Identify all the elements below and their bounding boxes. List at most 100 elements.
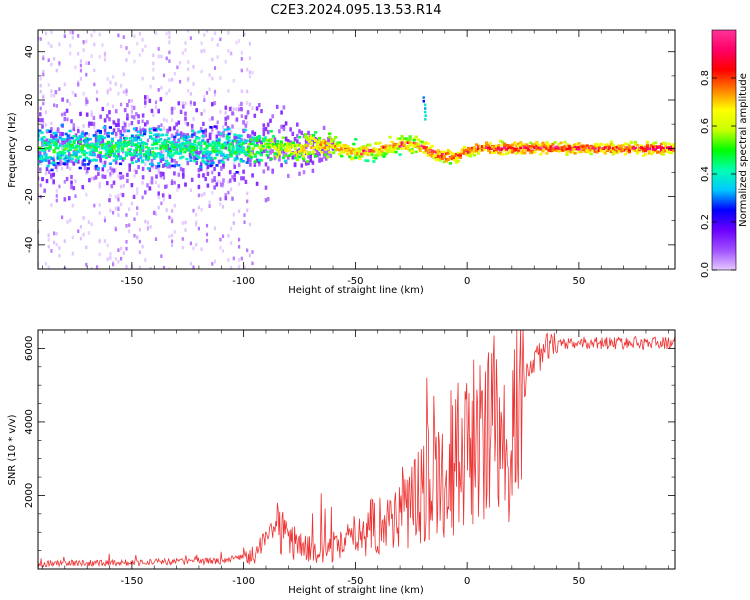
heatmap-cell xyxy=(170,110,174,115)
heatmap-cell xyxy=(66,141,70,145)
heatmap-cell xyxy=(232,107,235,111)
heatmap-cell xyxy=(280,149,283,154)
heatmap-cell xyxy=(666,146,670,149)
heatmap-cell xyxy=(336,144,340,148)
heatmap-cell xyxy=(609,140,613,144)
heatmap-cell xyxy=(232,221,235,225)
heatmap-cell xyxy=(231,175,234,180)
heatmap-cell xyxy=(249,142,253,146)
heatmap-cell xyxy=(237,140,241,143)
heatmap-cell xyxy=(390,140,394,144)
heatmap-cell xyxy=(141,181,144,185)
heatmap-cell xyxy=(251,261,254,266)
heatmap-cell xyxy=(61,215,64,220)
heatmap-cell xyxy=(93,82,96,87)
heatmap-cell xyxy=(133,136,137,140)
heatmap-cell xyxy=(332,138,336,141)
heatmap-cell xyxy=(76,150,80,153)
heatmap-cell xyxy=(253,160,257,163)
heatmap-cell xyxy=(390,148,394,151)
heatmap-cell xyxy=(529,151,533,155)
heatmap-cell xyxy=(62,151,66,155)
heatmap-cell xyxy=(438,159,442,162)
heatmap-cell xyxy=(662,150,666,153)
heatmap-cell xyxy=(173,164,177,167)
heatmap-cell xyxy=(84,156,88,159)
heatmap-cell xyxy=(171,217,174,221)
heatmap-cell xyxy=(120,149,125,152)
heatmap-cell xyxy=(79,236,82,241)
heatmap-cell xyxy=(350,152,354,155)
heatmap-cell xyxy=(39,167,42,172)
heatmap-cell xyxy=(79,63,82,68)
heatmap-cell xyxy=(278,157,281,162)
heatmap-cell xyxy=(114,143,119,147)
heatmap-cell xyxy=(114,160,118,165)
heatmap-cell xyxy=(42,95,45,100)
heatmap-cell xyxy=(149,131,153,134)
heatmap-cell xyxy=(273,147,277,151)
heatmap-cell xyxy=(114,154,119,158)
heatmap-cell xyxy=(146,120,149,125)
heatmap-cell xyxy=(199,129,203,133)
heatmap-cell xyxy=(275,155,279,159)
heatmap-cell xyxy=(104,145,108,149)
heatmap-cell xyxy=(141,133,145,137)
heatmap-cell xyxy=(56,162,60,165)
heatmap-cell xyxy=(77,34,80,38)
heatmap-cell xyxy=(144,258,147,262)
heatmap-cell xyxy=(322,147,326,152)
heatmap-cell xyxy=(61,141,64,146)
heatmap-cell xyxy=(125,135,128,139)
heatmap-cell xyxy=(195,157,199,160)
heatmap-cell xyxy=(63,117,67,122)
heatmap-cell xyxy=(52,161,56,165)
heatmap-cell xyxy=(633,149,637,153)
heatmap-cell xyxy=(325,150,328,156)
heatmap-cell xyxy=(362,146,366,150)
heatmap-cell xyxy=(72,161,76,166)
heatmap-cell xyxy=(117,213,120,217)
heatmap-cell xyxy=(280,163,283,168)
heatmap-cell xyxy=(623,152,627,156)
heatmap-cell xyxy=(106,142,110,145)
heatmap-cell xyxy=(40,137,44,140)
heatmap-cell xyxy=(47,237,50,242)
heatmap-cell xyxy=(219,159,223,163)
heatmap-cell xyxy=(493,149,497,152)
heatmap-cell xyxy=(146,220,149,225)
heatmap-cell xyxy=(219,37,222,42)
heatmap-cell xyxy=(144,122,147,127)
heatmap-cell xyxy=(643,148,648,151)
heatmap-cell xyxy=(87,61,90,65)
heatmap-cell xyxy=(324,148,328,151)
heatmap-cell xyxy=(647,150,652,153)
heatmap-cell xyxy=(122,251,125,255)
heatmap-cell xyxy=(88,178,91,183)
heatmap-cell xyxy=(253,138,257,141)
heatmap-cell xyxy=(384,144,388,147)
heatmap-cell xyxy=(86,167,90,170)
heatmap-cell xyxy=(322,144,326,148)
heatmap-cell xyxy=(219,197,222,201)
heatmap-cell xyxy=(408,144,412,147)
heatmap-cell xyxy=(47,58,50,62)
heatmap-cell xyxy=(102,126,106,129)
heatmap-cell xyxy=(215,153,219,157)
heatmap-cell xyxy=(643,149,648,153)
heatmap-cell xyxy=(298,171,301,176)
heatmap-cell xyxy=(159,153,163,157)
heatmap-cell xyxy=(311,138,315,143)
heatmap-cell xyxy=(43,151,46,156)
heatmap-cell xyxy=(400,139,404,142)
heatmap-cell xyxy=(96,129,100,133)
heatmap-cell xyxy=(130,143,135,146)
heatmap-cell xyxy=(222,162,225,167)
heatmap-cell xyxy=(168,88,171,93)
heatmap-cell xyxy=(173,71,176,76)
heatmap-cell xyxy=(230,226,233,231)
heatmap-cell xyxy=(137,136,141,139)
heatmap-cell xyxy=(400,147,404,150)
heatmap-cell xyxy=(255,139,259,142)
heatmap-cell xyxy=(165,143,169,147)
